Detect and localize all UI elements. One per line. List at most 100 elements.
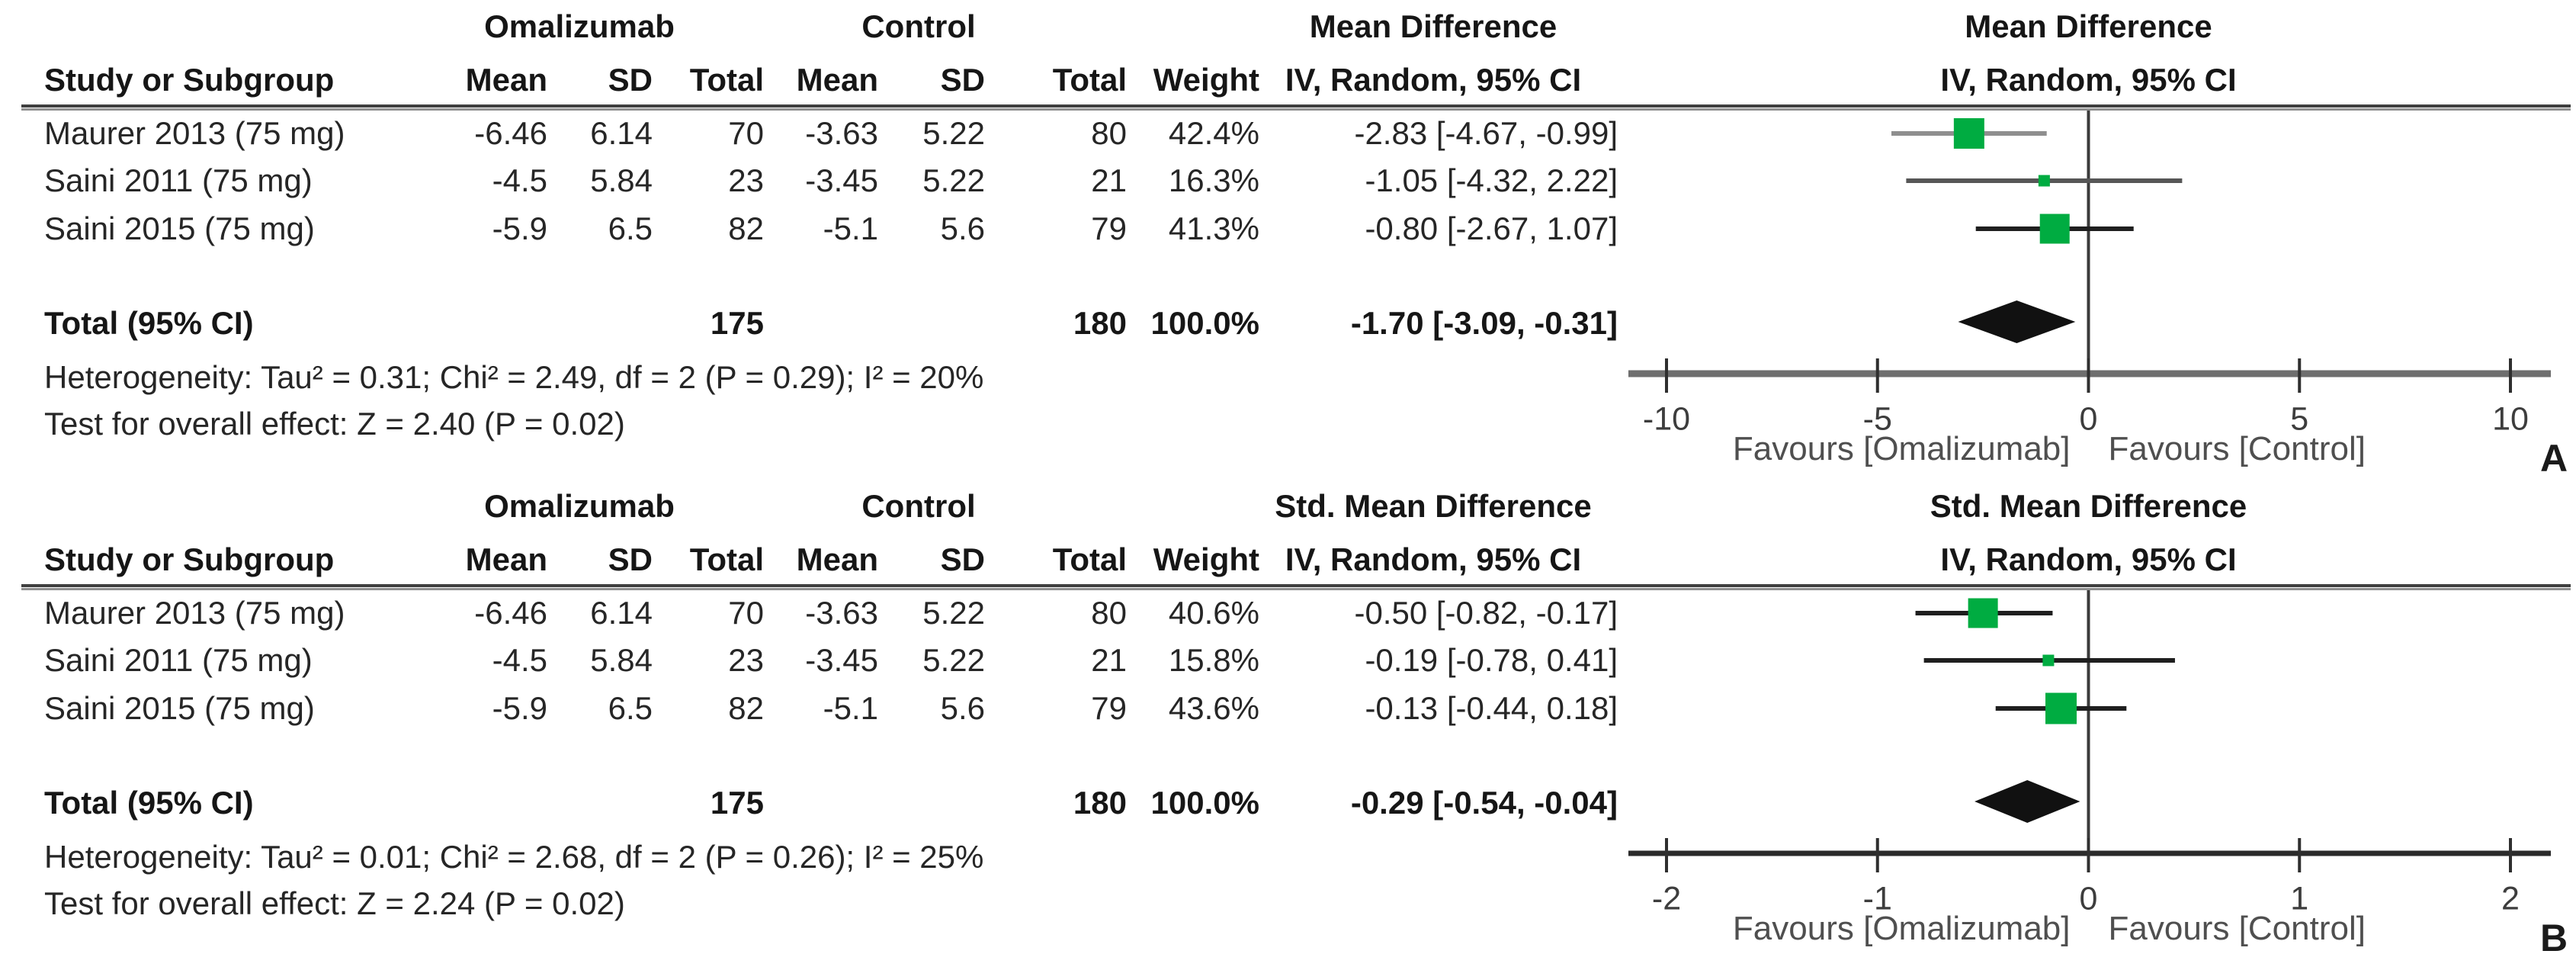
cell-mean2: -5.1 <box>823 210 878 246</box>
total-n1: 175 <box>710 305 764 341</box>
cell-effect: -0.80 [-2.67, 1.07] <box>1365 210 1618 246</box>
header-sd2: SD <box>940 62 985 98</box>
cell-sd2: 5.22 <box>922 642 985 678</box>
group1-header: Omalizumab <box>484 8 675 44</box>
cell-mean2: -3.45 <box>805 162 878 198</box>
favours-left-label: Favours [Omalizumab] <box>1732 910 2071 947</box>
plot-method: IV, Random, 95% CI <box>1940 62 2237 98</box>
header-sd2: SD <box>940 541 985 577</box>
cell-mean1: -5.9 <box>492 210 547 246</box>
cell-sd1: 6.14 <box>590 115 653 151</box>
effect-square <box>1968 598 1998 628</box>
header-study: Study or Subgroup <box>44 541 335 577</box>
cell-sd1: 6.5 <box>608 210 653 246</box>
header-mean1: Mean <box>465 62 547 98</box>
tick-label: -5 <box>1862 400 1892 438</box>
total-weight: 100.0% <box>1150 785 1259 821</box>
cell-mean1: -5.9 <box>492 690 547 726</box>
cell-total1: 23 <box>728 162 764 198</box>
overall-effect-text: Test for overall effect: Z = 2.40 (P = 0… <box>44 406 625 442</box>
cell-mean1: -6.46 <box>474 595 547 631</box>
total-n1: 175 <box>710 785 764 821</box>
effect-square <box>2038 175 2050 187</box>
cell-effect: -0.19 [-0.78, 0.41] <box>1365 642 1618 678</box>
tick-label: -10 <box>1642 400 1691 438</box>
header-weight: Weight <box>1153 62 1259 98</box>
cell-sd2: 5.6 <box>940 210 985 246</box>
total-diamond <box>1958 300 2076 343</box>
tick-label: 5 <box>2290 400 2309 438</box>
cell-weight: 41.3% <box>1168 210 1259 246</box>
cell-weight: 15.8% <box>1168 642 1259 678</box>
heterogeneity-text: Heterogeneity: Tau² = 0.01; Chi² = 2.68,… <box>44 839 984 875</box>
tick-label: 2 <box>2501 880 2520 917</box>
header-total1: Total <box>689 541 764 577</box>
cell-total2: 21 <box>1091 162 1127 198</box>
effect-square <box>2039 214 2070 244</box>
cell-effect: -0.50 [-0.82, -0.17] <box>1354 595 1618 631</box>
effect-column-title: Std. Mean Difference <box>1275 488 1592 524</box>
cell-sd1: 6.14 <box>590 595 653 631</box>
group1-header: Omalizumab <box>484 488 675 524</box>
cell-mean2: -3.45 <box>805 642 878 678</box>
overall-effect-text: Test for overall effect: Z = 2.24 (P = 0… <box>44 885 625 921</box>
cell-mean1: -4.5 <box>492 642 547 678</box>
effect-column-title: Mean Difference <box>1309 8 1557 44</box>
group2-header: Control <box>861 488 976 524</box>
total-diamond <box>1975 780 2080 823</box>
panel-letter: A <box>2539 437 2568 480</box>
study-name: Maurer 2013 (75 mg) <box>44 115 345 151</box>
cell-total1: 82 <box>728 210 764 246</box>
effect-column-method: IV, Random, 95% CI <box>1285 541 1582 577</box>
effect-square <box>2045 692 2077 724</box>
cell-sd1: 5.84 <box>590 642 653 678</box>
header-study: Study or Subgroup <box>44 62 335 98</box>
tick-label: 10 <box>2492 400 2529 438</box>
plot-title: Mean Difference <box>1965 8 2212 44</box>
cell-sd2: 5.22 <box>922 162 985 198</box>
cell-mean2: -5.1 <box>823 690 878 726</box>
total-effect: -0.29 [-0.54, -0.04] <box>1350 785 1618 821</box>
header-total2: Total <box>1052 541 1127 577</box>
total-n2: 180 <box>1073 785 1127 821</box>
cell-sd2: 5.22 <box>922 115 985 151</box>
cell-effect: -2.83 [-4.67, -0.99] <box>1354 115 1618 151</box>
cell-mean1: -6.46 <box>474 115 547 151</box>
effect-square <box>1953 118 1984 149</box>
favours-left-label: Favours [Omalizumab] <box>1732 430 2071 467</box>
header-sd1: SD <box>608 62 653 98</box>
cell-total2: 21 <box>1091 642 1127 678</box>
tick-label: 1 <box>2290 880 2309 917</box>
group2-header: Control <box>861 8 976 44</box>
total-label: Total (95% CI) <box>44 785 254 821</box>
cell-mean2: -3.63 <box>805 595 878 631</box>
header-mean2: Mean <box>796 62 878 98</box>
study-name: Saini 2011 (75 mg) <box>44 162 313 198</box>
header-total2: Total <box>1052 62 1127 98</box>
cell-sd1: 5.84 <box>590 162 653 198</box>
tick-label: -2 <box>1651 880 1682 917</box>
cell-weight: 42.4% <box>1168 115 1259 151</box>
cell-weight: 43.6% <box>1168 690 1259 726</box>
header-sd1: SD <box>608 541 653 577</box>
cell-total2: 79 <box>1091 690 1127 726</box>
cell-total1: 70 <box>728 595 764 631</box>
header-rule <box>21 104 2571 111</box>
total-n2: 180 <box>1073 305 1127 341</box>
effect-square <box>2042 654 2055 667</box>
study-name: Saini 2015 (75 mg) <box>44 210 315 246</box>
cell-weight: 16.3% <box>1168 162 1259 198</box>
panel-letter: B <box>2539 917 2568 954</box>
study-name: Saini 2011 (75 mg) <box>44 642 313 678</box>
cell-total1: 23 <box>728 642 764 678</box>
cell-mean1: -4.5 <box>492 162 547 198</box>
cell-effect: -0.13 [-0.44, 0.18] <box>1365 690 1618 726</box>
tick-label: 0 <box>2079 880 2098 917</box>
study-name: Maurer 2013 (75 mg) <box>44 595 345 631</box>
study-name: Saini 2015 (75 mg) <box>44 690 315 726</box>
cell-sd2: 5.6 <box>940 690 985 726</box>
header-mean1: Mean <box>465 541 547 577</box>
cell-total2: 80 <box>1091 595 1127 631</box>
